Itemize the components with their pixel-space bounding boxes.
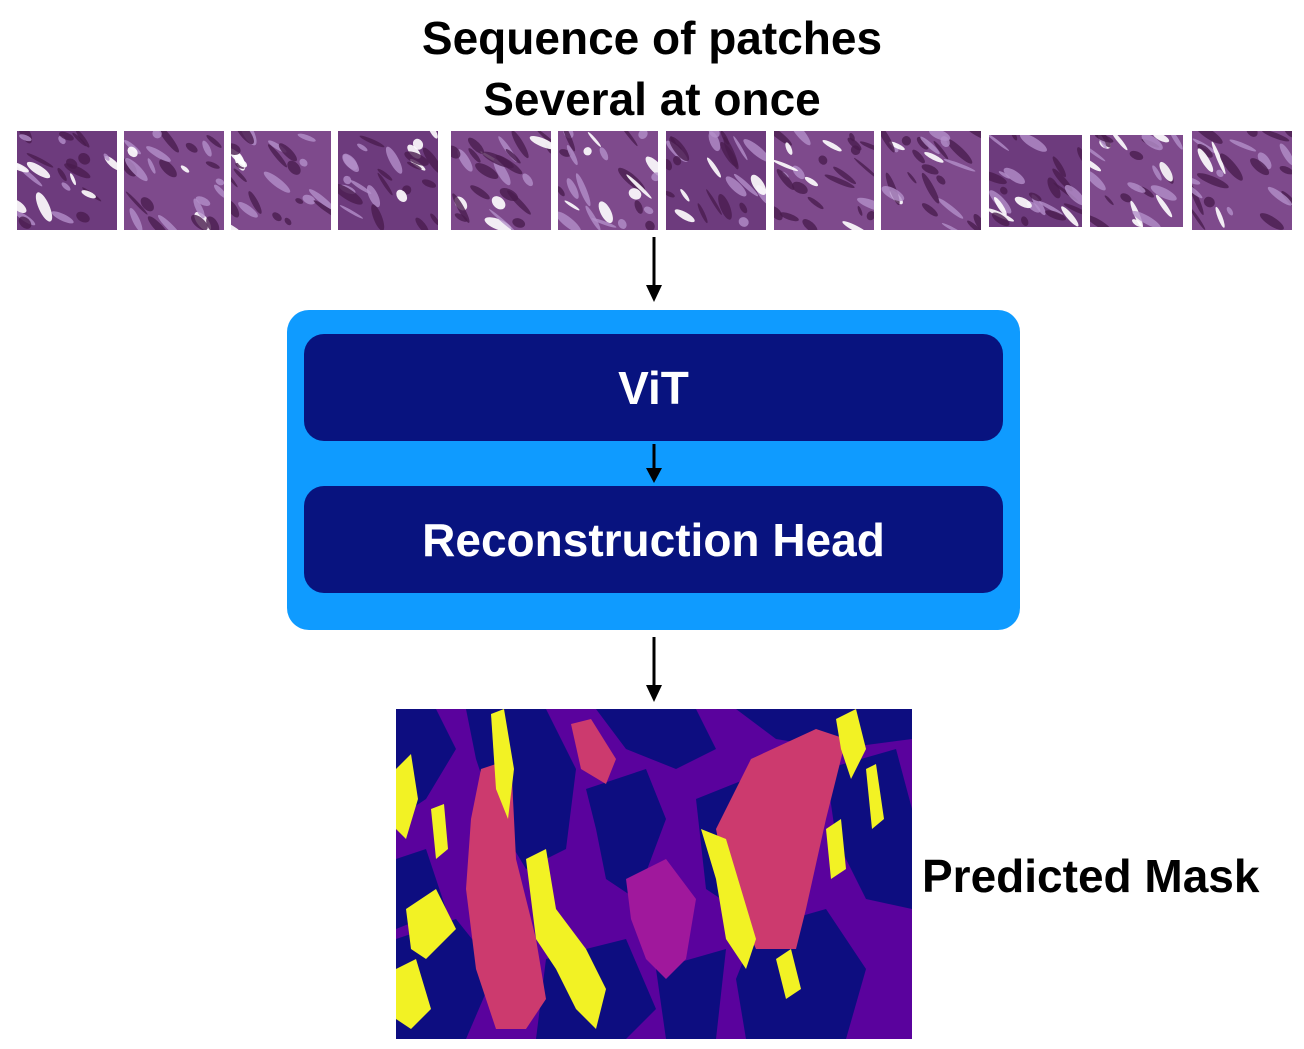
arrow-down-icon	[644, 444, 664, 484]
predicted-mask-image	[396, 709, 912, 1039]
tissue-texture	[17, 131, 117, 230]
tissue-texture	[338, 131, 438, 230]
patch-tile	[124, 131, 224, 230]
patch-tile	[989, 135, 1082, 227]
tissue-texture	[666, 131, 766, 230]
patch-tile	[1192, 131, 1292, 230]
tissue-texture	[1090, 135, 1183, 227]
tissue-texture	[231, 131, 331, 230]
arrow-down-icon	[644, 637, 664, 703]
vit-block: ViT	[304, 334, 1003, 441]
patch-tile	[338, 131, 438, 230]
tissue-texture	[451, 131, 551, 230]
tissue-texture	[989, 135, 1082, 227]
patch-tile	[774, 131, 874, 230]
diagram-title-line1: Sequence of patches	[421, 12, 883, 64]
patch-tile	[17, 131, 117, 230]
predicted-mask-label: Predicted Mask	[922, 850, 1260, 902]
reconstruction-head-block: Reconstruction Head	[304, 486, 1003, 593]
patch-tile	[558, 131, 658, 230]
patch-tile	[231, 131, 331, 230]
patch-tile	[881, 131, 981, 230]
patch-tile	[1090, 135, 1183, 227]
patch-tile	[451, 131, 551, 230]
patch-sequence	[0, 0, 1304, 240]
tissue-texture	[1192, 131, 1292, 230]
tissue-texture	[124, 131, 224, 230]
patch-tile	[666, 131, 766, 230]
tissue-texture	[881, 131, 981, 230]
arrow-down-icon	[644, 237, 664, 303]
tissue-texture	[558, 131, 658, 230]
tissue-texture	[774, 131, 874, 230]
diagram-title-line2: Several at once	[483, 73, 821, 125]
